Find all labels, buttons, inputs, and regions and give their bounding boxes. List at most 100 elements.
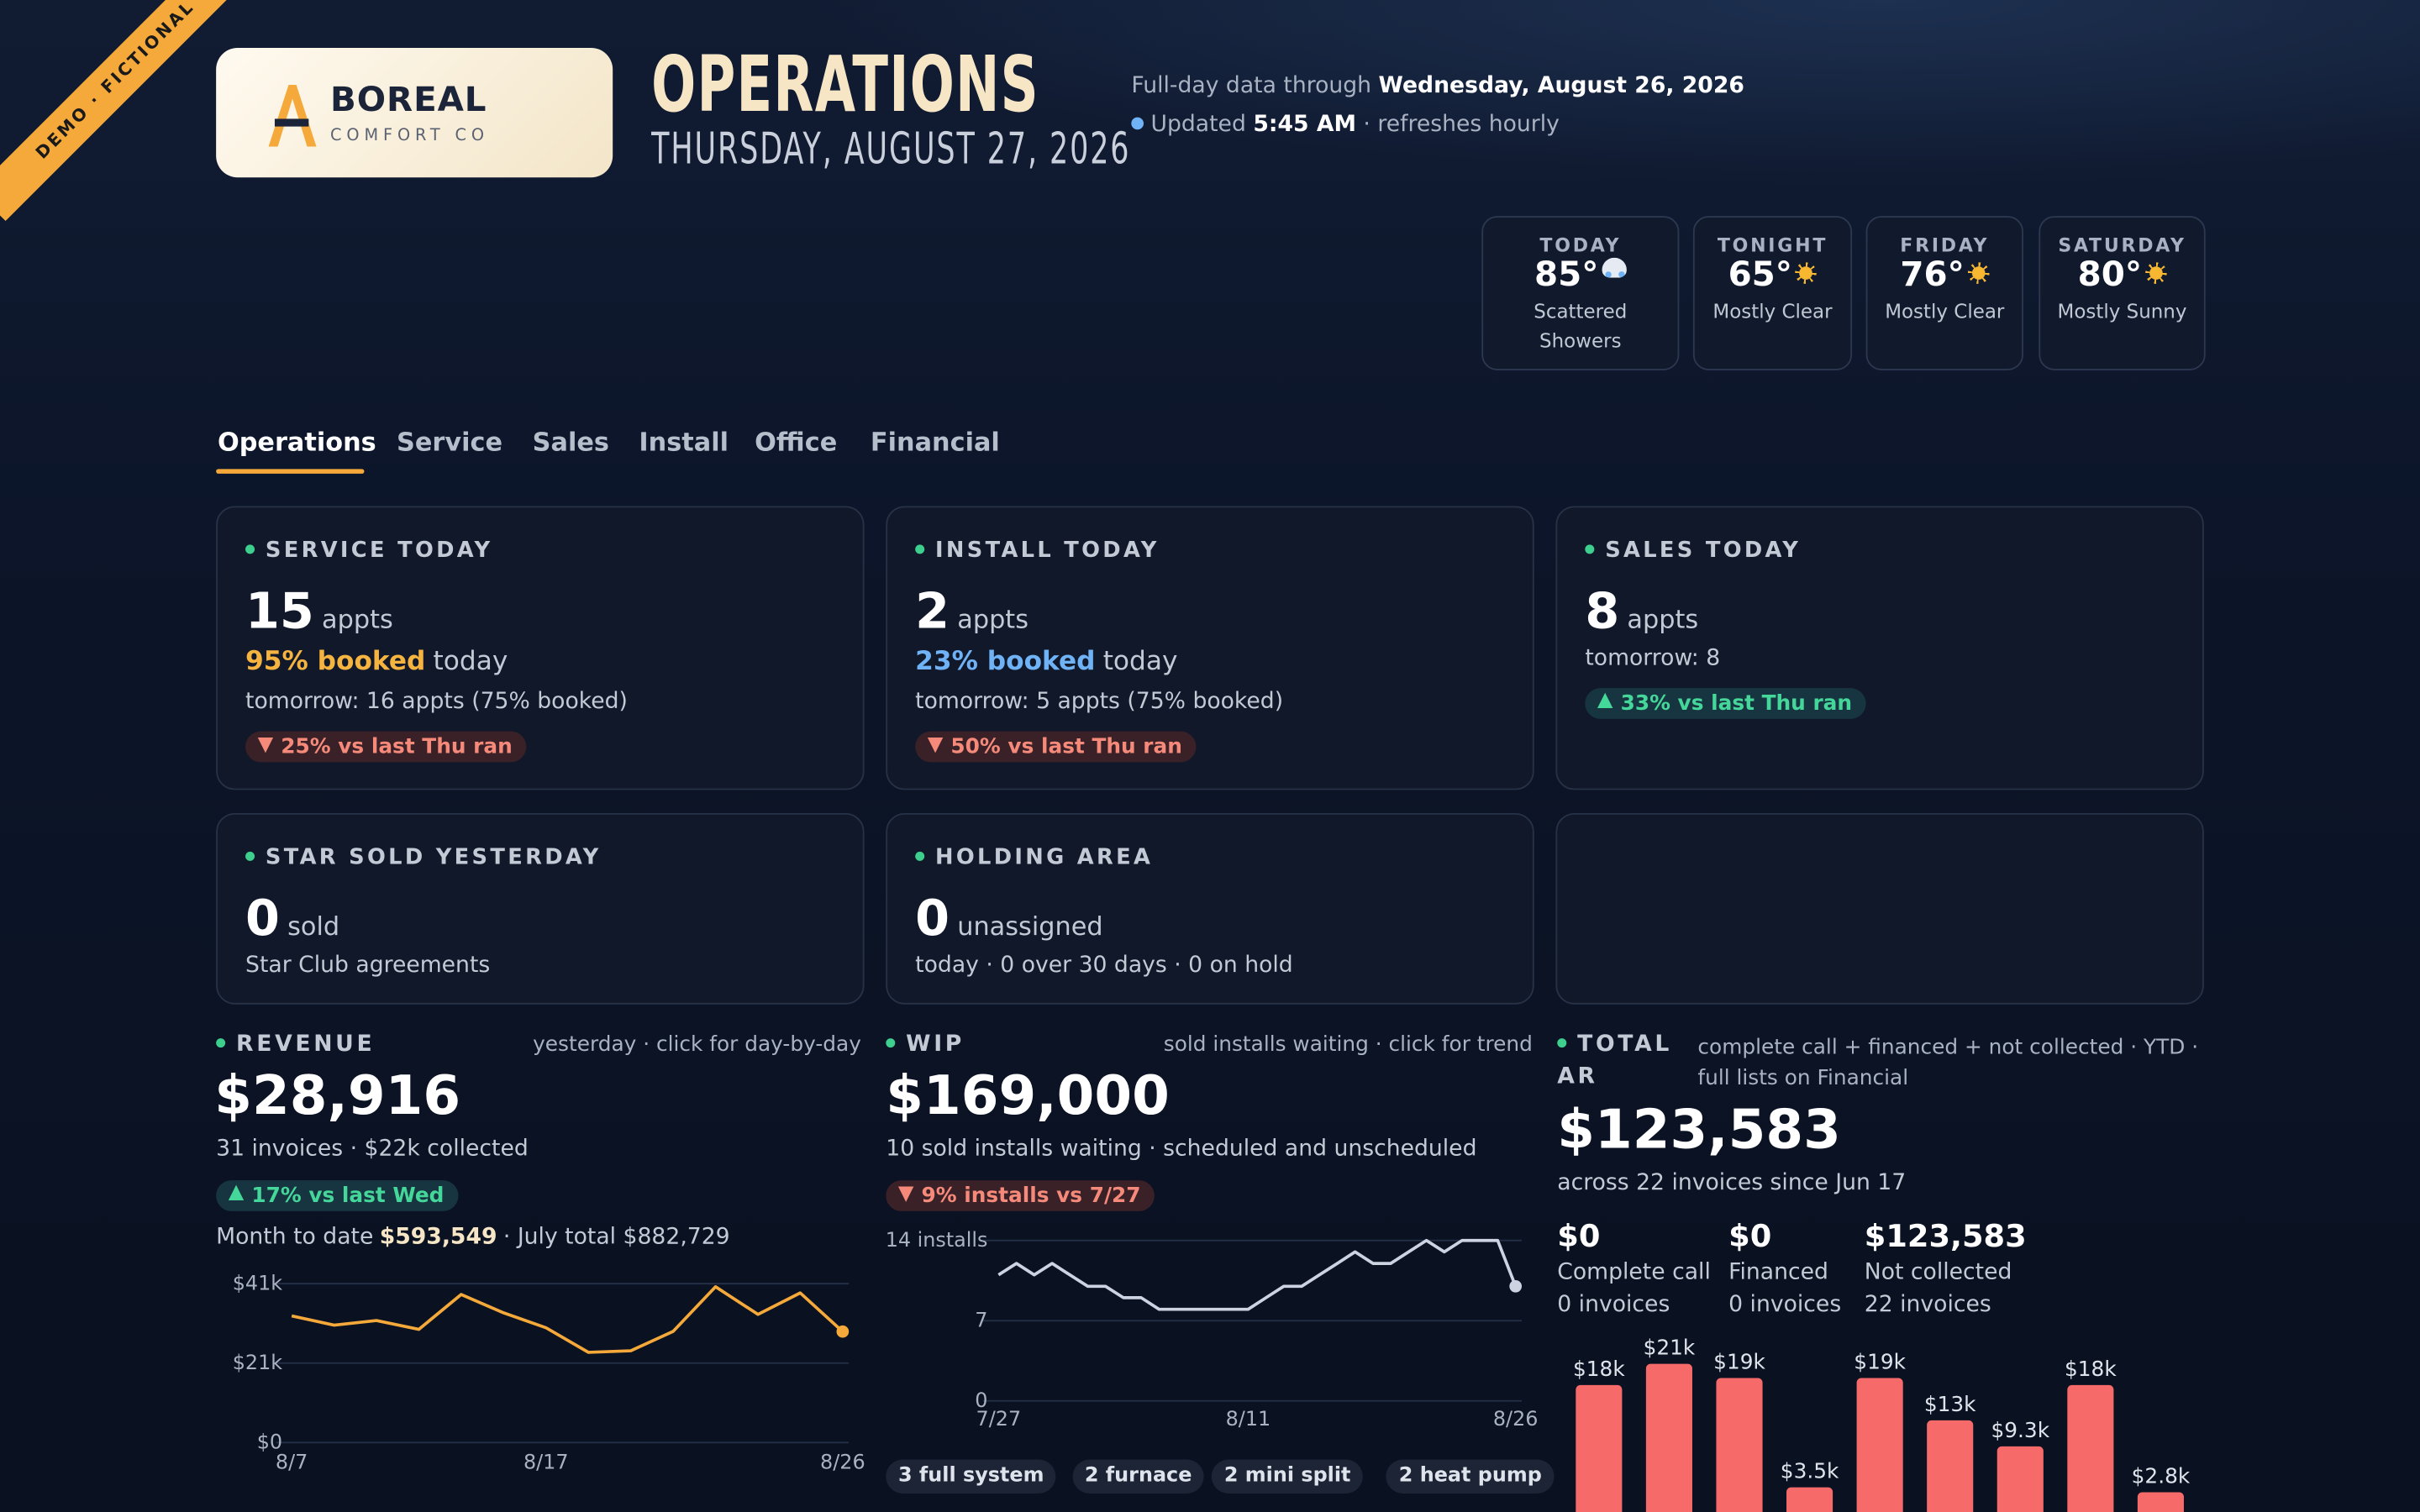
updated-time: 5:45 AM: [1253, 113, 1356, 138]
card-note: tomorrow: 16 appts (75% booked): [245, 690, 628, 715]
mtd-value: $593,549: [379, 1225, 497, 1250]
card-note: today · 0 over 30 days · 0 on hold: [915, 953, 1293, 979]
bar-value-label: $18k: [1573, 1357, 1625, 1381]
card-title-text: HOLDING AREA: [935, 845, 1154, 870]
ar-sub: across 22 invoices since Jun 17: [1557, 1171, 1907, 1196]
highlight-suffix: today: [1102, 646, 1178, 678]
change-text: 25% vs last Thu ran: [281, 734, 513, 759]
tab[interactable]: Install: [639, 427, 729, 457]
card-value: 0 unassigned: [915, 889, 1102, 948]
data-date: Wednesday, August 26, 2026: [1378, 74, 1744, 99]
card-title: INSTALL TODAY: [915, 538, 1159, 563]
type-chip: 2 mini split: [1212, 1459, 1364, 1494]
weather-card: TONIGHT 65° Mostly Clear: [1692, 216, 1853, 370]
card-value: 8 appts: [1585, 581, 1698, 640]
tab[interactable]: Sales: [532, 427, 609, 457]
section-hint[interactable]: complete call + financed + not collected…: [1697, 1035, 2199, 1091]
tab[interactable]: Service: [397, 427, 503, 457]
weather-day: SATURDAY: [2058, 234, 2186, 256]
tab[interactable]: Office: [755, 427, 838, 457]
temp-value: 76°: [1900, 255, 1965, 295]
status-dot: [245, 544, 255, 554]
section-hint[interactable]: yesterday · click for day-by-day: [533, 1032, 861, 1058]
active-tab-underline: [216, 469, 365, 474]
stat-card[interactable]: STAR SOLD YESTERDAY 0 sold Star Club agreem…: [216, 812, 865, 1005]
ar-value: $123,583: [1557, 1100, 1841, 1163]
tab[interactable]: Operations: [217, 427, 376, 457]
x-tick-label: 7/27: [976, 1407, 1022, 1431]
card-title-text: INSTALL TODAY: [935, 538, 1160, 564]
data-line: [291, 1285, 844, 1354]
ar-stat-count: 22 invoices: [1864, 1293, 1991, 1318]
section-title: WIP: [886, 1032, 965, 1057]
data-through: Full-day data through Wednesday, August …: [1131, 74, 1744, 98]
card-unit: sold: [287, 911, 340, 942]
status-dot: [245, 851, 255, 861]
stat-card[interactable]: HOLDING AREA 0 unassigned today · 0 over 30…: [886, 812, 1534, 1005]
weather-temp: 76°: [1867, 256, 2022, 297]
brand-logo: [268, 85, 317, 147]
bar-value-label: $21k: [1644, 1336, 1696, 1360]
wip-sub: 10 sold installs waiting · scheduled and…: [886, 1137, 1477, 1163]
weather-condition: Mostly Clear: [1712, 299, 1833, 323]
section-hint[interactable]: sold installs waiting · click for trend: [1163, 1032, 1533, 1058]
bar-value-label: $2.8k: [2132, 1463, 2191, 1488]
y-tick-label: 14 installs: [886, 1228, 988, 1252]
tab[interactable]: Financial: [870, 427, 1000, 457]
stat-card[interactable]: SERVICE TODAY 15 appts 95% booked today tomor…: [216, 506, 865, 790]
card-title: SERVICE TODAY: [245, 538, 492, 563]
page-title: OPERATIONS: [651, 39, 1039, 130]
temp-value: 85°: [1534, 255, 1599, 295]
ar-stat-count: 0 invoices: [1728, 1293, 1842, 1318]
bar: [1996, 1446, 2044, 1512]
weather-card: TODAY 85° Scattered Showers: [1481, 216, 1680, 370]
bar: [1645, 1363, 1692, 1512]
weather-icon: [1967, 262, 1990, 284]
card-title-text: SALES TODAY: [1605, 538, 1802, 564]
last-point: [1509, 1279, 1523, 1293]
ar-stat-value: $0: [1728, 1217, 1772, 1255]
highlight-text: 23% booked: [915, 646, 1096, 678]
change-arrow: [897, 1186, 914, 1202]
bar: [1856, 1378, 1903, 1512]
change-text: 17% vs last Wed: [251, 1183, 445, 1209]
section-title: TOTAL AR: [1557, 1029, 1681, 1094]
status-dot: [1557, 1038, 1567, 1048]
card-title: HOLDING AREA: [915, 846, 1153, 870]
status-dot: [915, 851, 925, 861]
change-chip: 33% vs last Thu ran: [1585, 688, 1866, 719]
card-number: 0: [915, 888, 950, 948]
weather-icon: [1602, 257, 1627, 278]
bar-value-label: $13k: [1924, 1392, 1976, 1416]
page-date: THURSDAY, AUGUST 27, 2026: [651, 123, 1131, 175]
data-line: [997, 1238, 1518, 1311]
stat-card[interactable]: INSTALL TODAY 2 appts 23% booked today tomorr…: [886, 506, 1534, 790]
card-unit: appts: [1627, 605, 1699, 634]
x-tick-label: 8/26: [820, 1451, 865, 1474]
type-chip: 2 heat pump: [1386, 1459, 1555, 1494]
change-chip: 50% vs last Thu ran: [915, 731, 1197, 763]
bar: [1716, 1378, 1763, 1512]
change-arrow: [927, 737, 944, 753]
card-number: 0: [245, 888, 280, 948]
stat-card[interactable]: SALES TODAY 8 appts tomorrow: 8 33% vs last …: [1555, 506, 2204, 790]
card-title-text: SERVICE TODAY: [265, 538, 493, 564]
card-note: tomorrow: 8: [1585, 646, 1721, 671]
bar-value-label: $3.5k: [1781, 1459, 1839, 1483]
y-tick-label: $0: [257, 1431, 282, 1454]
section-title: REVENUE: [216, 1032, 375, 1057]
y-tick-label: 0: [975, 1389, 987, 1412]
type-chip: 2 furnace: [1072, 1459, 1205, 1494]
stat-card[interactable]: [1555, 812, 2204, 1005]
card-title-text: STAR SOLD YESTERDAY: [265, 845, 602, 870]
updated-suffix: · refreshes hourly: [1363, 113, 1560, 138]
card-title: SALES TODAY: [1585, 538, 1801, 563]
brand-name: BOREAL: [330, 81, 487, 121]
change-arrow: [257, 737, 274, 753]
highlight-text: 95% booked: [245, 646, 426, 678]
section-title-text: WIP: [906, 1032, 965, 1058]
temp-value: 80°: [2077, 255, 2143, 295]
weather-temp: 85°: [1483, 256, 1677, 297]
change-text: 50% vs last Thu ran: [950, 734, 1182, 759]
